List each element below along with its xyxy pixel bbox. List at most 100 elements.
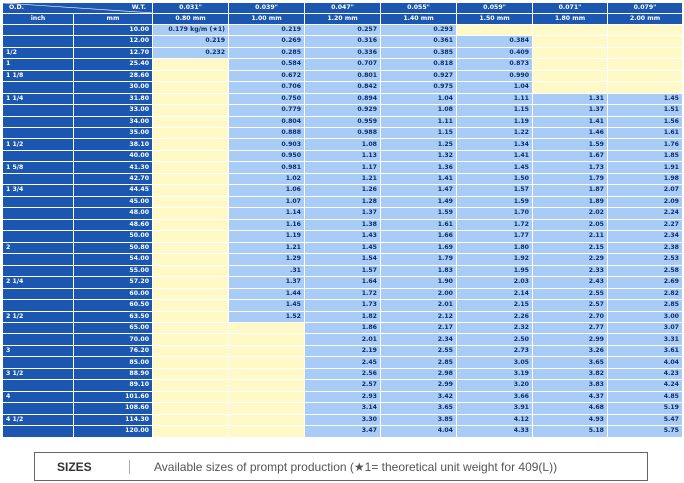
wt-inch-header: 0.055" [380,2,457,14]
weight-cell: 2.32 [456,321,533,335]
table-row: 4 101.60 2.93 3.42 3.66 4.37 4.85 [2,390,683,404]
weight-cell: 1.73 [304,299,381,312]
weight-cell: 2.45 [304,356,381,369]
weight-cell: 1.45 [456,161,533,174]
weight-cell: 1.19 [228,230,305,243]
od-inch-cell: 4 [2,390,74,404]
weight-cell: 1.54 [304,253,381,266]
table-row: 54.00 1.29 1.54 1.79 1.92 2.29 2.53 [2,253,683,266]
weight-cell: 0.385 [380,46,457,60]
weight-cell: 2.00 [380,287,457,301]
weight-cell: 1.80 [456,241,533,255]
weight-cell: 2.55 [380,344,457,358]
weight-cell: 1.22 [456,126,533,140]
weight-cell: 2.26 [456,310,533,323]
weight-cell: 1.26 [304,184,381,197]
od-inch-cell [2,402,74,415]
weight-cell: 2.57 [304,379,381,392]
od-inch-cell: 2 1/2 [2,310,74,323]
table-row: 70.00 2.01 2.34 2.50 2.99 3.31 [2,333,683,346]
weight-cell: 3.07 [607,321,683,335]
weight-cell: 1.14 [228,207,305,220]
weight-cell: 2.56 [304,367,381,381]
weight-cell: 2.34 [380,333,457,346]
weight-cell: 3.42 [380,390,457,404]
od-mm-cell: 63.50 [73,310,153,323]
table-row: 55.00 .31 1.57 1.83 1.95 2.33 2.58 [2,264,683,278]
od-inch-cell [2,321,74,335]
weight-cell: 0.361 [380,35,457,48]
inch-column-header: inch [2,12,74,25]
weight-cell: 1.59 [532,138,608,151]
od-inch-cell [2,207,74,220]
empty-cell [152,149,229,163]
weight-cell: 2.50 [456,333,533,346]
weight-cell: 0.179 kg/m (★1) [152,23,229,37]
weight-cell: 0.269 [228,35,305,48]
table-row: 1 3/4 44.45 1.06 1.26 1.47 1.57 1.87 2.07 [2,184,683,197]
od-mm-cell: 41.30 [73,161,153,174]
weight-cell: 3.47 [304,425,381,438]
empty-cell [152,184,229,197]
empty-cell [152,356,229,369]
weight-cell: 1.36 [380,161,457,174]
weight-cell: 0.706 [228,81,305,94]
weight-cell: 1.72 [304,287,381,301]
table-row: 2 1/2 63.50 1.52 1.82 2.12 2.26 2.70 3.00 [2,310,683,323]
weight-cell: 1.44 [228,287,305,301]
weight-cell: 4.04 [380,425,457,438]
weight-cell: 4.68 [532,402,608,415]
weight-cell: 1.47 [380,184,457,197]
weight-cell: 3.05 [456,356,533,369]
empty-cell [532,46,608,60]
empty-cell [152,333,229,346]
weight-cell: 1.25 [380,138,457,151]
od-inch-cell [2,230,74,243]
weight-cell: 0.873 [456,58,533,71]
weight-cell: 1.50 [456,172,533,186]
empty-cell [228,425,305,438]
weight-cell: 1.11 [380,115,457,129]
weight-cell: 1.59 [456,195,533,209]
od-mm-cell: 55.00 [73,264,153,278]
weight-cell: 1.45 [607,92,683,106]
od-mm-cell: 45.00 [73,195,153,209]
weight-cell: 2.19 [304,344,381,358]
caption-text: Available sizes of prompt production (★1… [154,459,558,474]
od-inch-cell: 1 1/8 [2,69,74,83]
weight-cell: 1.43 [304,230,381,243]
weight-cell: 1.95 [456,264,533,278]
empty-cell [152,379,229,392]
weight-cell: 2.99 [380,379,457,392]
weight-cell: 1.77 [456,230,533,243]
empty-cell [607,58,683,71]
empty-cell [607,23,683,37]
weight-cell: 1.32 [380,149,457,163]
empty-cell [152,367,229,381]
od-inch-cell [2,218,74,232]
weight-cell: 4.24 [607,379,683,392]
od-mm-cell: 42.70 [73,172,153,186]
od-inch-cell [2,264,74,278]
od-mm-cell: 60.50 [73,299,153,312]
weight-cell: 1.16 [228,218,305,232]
weight-cell: 1.86 [304,321,381,335]
table-row: 1 1/4 31.80 0.750 0.894 1.04 1.11 1.31 1.45 [2,92,683,106]
od-mm-cell: 70.00 [73,333,153,346]
weight-cell: 5.18 [532,425,608,438]
weight-cell: 1.28 [304,195,381,209]
weight-cell: 1.51 [607,104,683,117]
weight-cell: 1.91 [607,161,683,174]
weight-cell: 5.47 [607,413,683,427]
weight-cell: 1.73 [532,161,608,174]
weight-cell: 3.20 [456,379,533,392]
od-mm-cell: 114.30 [73,413,153,427]
od-mm-cell: 48.60 [73,218,153,232]
od-inch-cell [2,104,74,117]
table-row: 65.00 1.86 2.17 2.32 2.77 3.07 [2,321,683,335]
od-mm-cell: 12.70 [73,46,153,60]
od-mm-cell: 25.40 [73,58,153,71]
weight-cell: 2.29 [532,253,608,266]
weight-cell: 0.219 [152,35,229,48]
